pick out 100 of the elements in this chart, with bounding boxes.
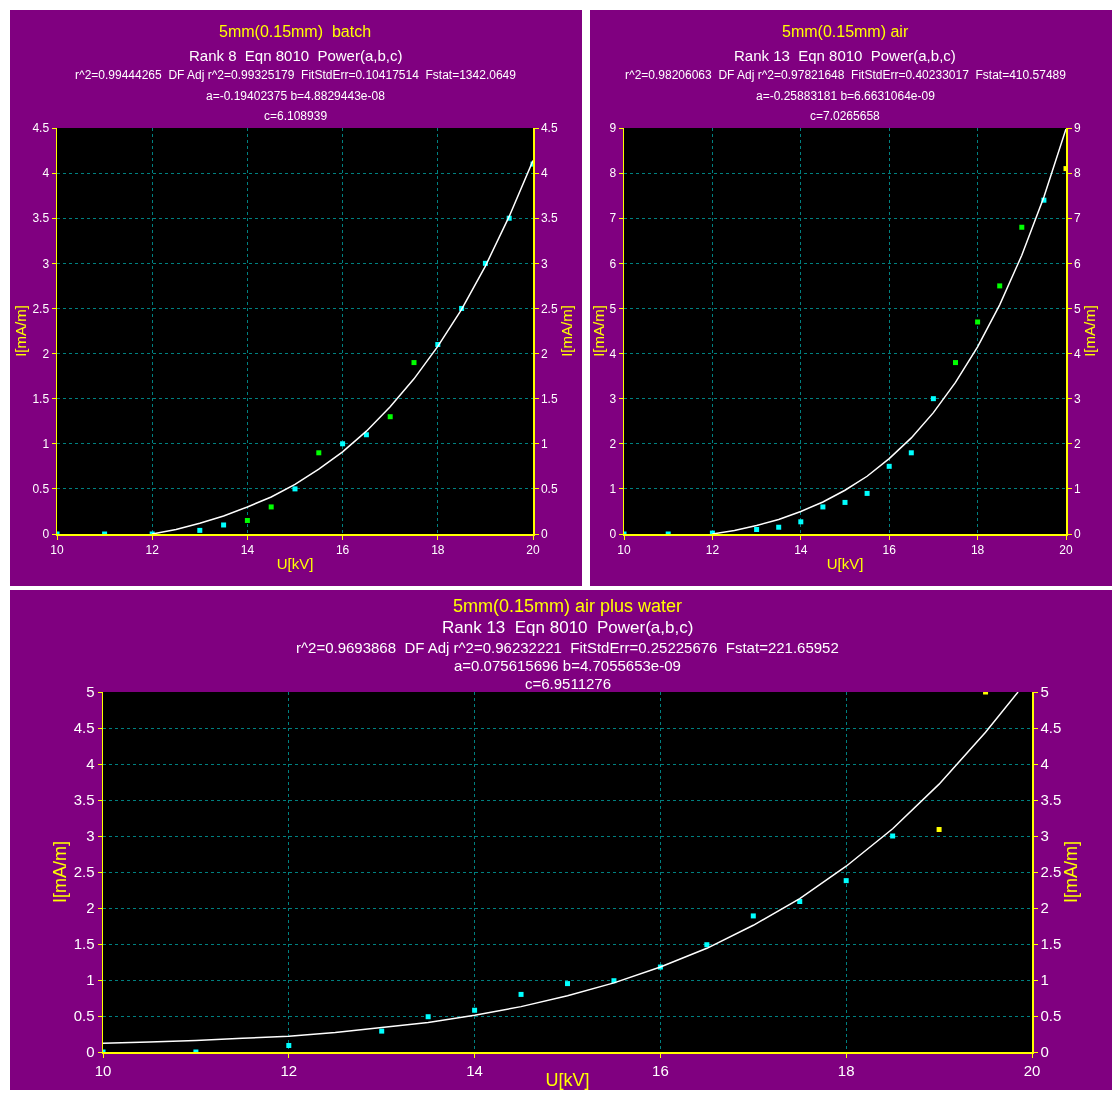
y2-tick-label: 3 <box>1040 827 1049 845</box>
y-tick-label: 8 <box>609 166 617 181</box>
text: a=-0.19402375 b=4.8829443e-08 <box>206 89 386 103</box>
y-tick-label: 2.5 <box>32 301 50 316</box>
chart-subtitle: Rank 13 Eqn 8010 Power(a,b,c) <box>734 47 956 64</box>
y2-axis-title: I[mA/m] <box>1061 841 1082 903</box>
annotation: c=6.9511276 <box>525 675 612 692</box>
x-axis-title: U[kV] <box>545 1070 590 1090</box>
y2-tick-label: 1.5 <box>1040 935 1062 953</box>
x-tick-label: 14 <box>240 542 255 557</box>
x-tick-label: 10 <box>94 1061 112 1079</box>
y-tick-label: 1 <box>86 971 95 989</box>
y-tick-label: 1 <box>42 436 50 451</box>
y-tick-label: 3 <box>86 827 95 845</box>
x-tick-label: 16 <box>882 542 897 557</box>
x-tick-label: 16 <box>652 1061 669 1079</box>
y2-tick-label: 3 <box>1073 391 1081 406</box>
chart-title: 5mm(0.15mm) air plus water <box>453 596 683 616</box>
y-axis-title: I[mA/m] <box>11 305 29 357</box>
y-tick-label: 7 <box>609 211 617 226</box>
x-axis-title: U[kV] <box>276 554 314 572</box>
y-axis-title: I[mA/m] <box>50 841 71 903</box>
y-tick-label: 0 <box>86 1043 95 1061</box>
y2-tick-label: 2 <box>1040 899 1049 917</box>
x-tick-label: 14 <box>794 542 808 557</box>
y2-tick-label: 4.5 <box>540 121 558 136</box>
y2-tick-label: 4.5 <box>1040 719 1062 737</box>
y-tick-label: 3.5 <box>32 211 50 226</box>
y2-tick-label: 4 <box>540 166 548 181</box>
y2-tick-label: 1.5 <box>540 391 558 406</box>
chart-subtitle: Rank 13 Eqn 8010 Power(a,b,c) <box>442 618 694 637</box>
x-tick-label: 12 <box>280 1061 298 1079</box>
y-tick-label: 1 <box>609 482 617 497</box>
x-tick-label: 20 <box>1059 542 1073 557</box>
y2-axis-title: I[mA/m] <box>557 305 575 357</box>
y-tick-label: 2 <box>42 346 50 361</box>
y2-tick-label: 2 <box>1073 436 1081 451</box>
y2-tick-label: 3.5 <box>540 211 558 226</box>
y2-tick-label: 0.5 <box>1040 1007 1062 1025</box>
y2-tick-label: 6 <box>1073 256 1081 271</box>
y2-tick-label: 8 <box>1073 166 1081 181</box>
y-tick-label: 3 <box>42 256 50 271</box>
y-tick-label: 1.5 <box>73 935 95 953</box>
text: c=6.108939 <box>264 109 328 123</box>
x-tick-label: 10 <box>50 542 64 557</box>
y-tick-label: 2 <box>86 899 95 917</box>
chart-title: 5mm(0.15mm) air <box>782 23 909 40</box>
text: c=7.0265658 <box>810 109 881 123</box>
x-tick-label: 14 <box>466 1061 483 1079</box>
y-tick-label: 4 <box>609 346 617 361</box>
x-tick-label: 18 <box>970 542 985 557</box>
y2-tick-label: 0.5 <box>540 482 558 497</box>
y2-tick-label: 2 <box>540 346 548 361</box>
y-tick-label: 2 <box>609 436 617 451</box>
y-tick-label: 0 <box>609 527 617 542</box>
y2-tick-label: 0 <box>1040 1043 1049 1061</box>
y-tick-label: 0 <box>42 527 50 542</box>
y2-tick-label: 3.5 <box>1040 791 1062 809</box>
y-tick-label: 4 <box>42 166 50 181</box>
y2-tick-label: 4 <box>1040 755 1049 773</box>
x-axis-title: U[kV] <box>826 554 864 572</box>
y-tick-label: 4 <box>86 755 95 773</box>
y-tick-label: 5 <box>86 683 95 701</box>
x-tick-label: 20 <box>526 542 540 557</box>
y2-tick-label: 1 <box>1073 482 1081 497</box>
text: r^2=0.9693868 DF Adj r^2=0.96232221 FitStdErr=0.25225676 Fstat=221.65952 <box>296 639 839 656</box>
y-tick-label: 6 <box>609 256 617 271</box>
y-tick-label: 5 <box>609 301 617 316</box>
y2-tick-label: 4 <box>1073 346 1081 361</box>
y-tick-label: 4.5 <box>73 719 95 737</box>
text: r^2=0.99444265 DF Adj r^2=0.99325179 FitStdErr=0.10417514 Fstat=1342.0649 <box>75 68 517 82</box>
y-tick-label: 9 <box>609 121 617 136</box>
y2-tick-label: 7 <box>1073 211 1081 226</box>
y2-tick-label: 0 <box>540 527 548 542</box>
x-tick-label: 12 <box>705 542 720 557</box>
y2-tick-label: 9 <box>1073 121 1081 136</box>
y2-tick-label: 5 <box>1040 683 1049 701</box>
x-tick-label: 18 <box>431 542 445 557</box>
text: r^2=0.98206063 DF Adj r^2=0.97821648 FitStdErr=0.40233017 Fstat=410.57489 <box>625 68 1067 82</box>
y-tick-label: 0.5 <box>73 1007 95 1025</box>
y2-tick-label: 0 <box>1073 527 1081 542</box>
y-tick-label: 0.5 <box>32 482 50 497</box>
x-tick-label: 10 <box>617 542 631 557</box>
y-axis-title: I[mA/m] <box>590 305 607 357</box>
chart-title: 5mm(0.15mm) batch <box>219 23 372 40</box>
y2-tick-label: 1 <box>540 436 548 451</box>
y2-tick-label: 2.5 <box>1040 863 1062 881</box>
x-tick-label: 12 <box>145 542 160 557</box>
x-tick-label: 16 <box>335 542 350 557</box>
y-tick-label: 3 <box>609 391 617 406</box>
chart-subtitle: Rank 8 Eqn 8010 Power(a,b,c) <box>189 47 403 64</box>
text: a=-0.25883181 b=6.6631064e-09 <box>756 89 936 103</box>
y2-axis-title: I[mA/m] <box>1080 305 1098 357</box>
y2-tick-label: 3 <box>540 256 548 271</box>
y2-tick-label: 5 <box>1073 301 1081 316</box>
y-tick-label: 4.5 <box>32 121 50 136</box>
x-tick-label: 20 <box>1023 1061 1041 1079</box>
y2-tick-label: 2.5 <box>540 301 558 316</box>
y-tick-label: 1.5 <box>32 391 50 406</box>
x-tick-label: 18 <box>837 1061 855 1079</box>
